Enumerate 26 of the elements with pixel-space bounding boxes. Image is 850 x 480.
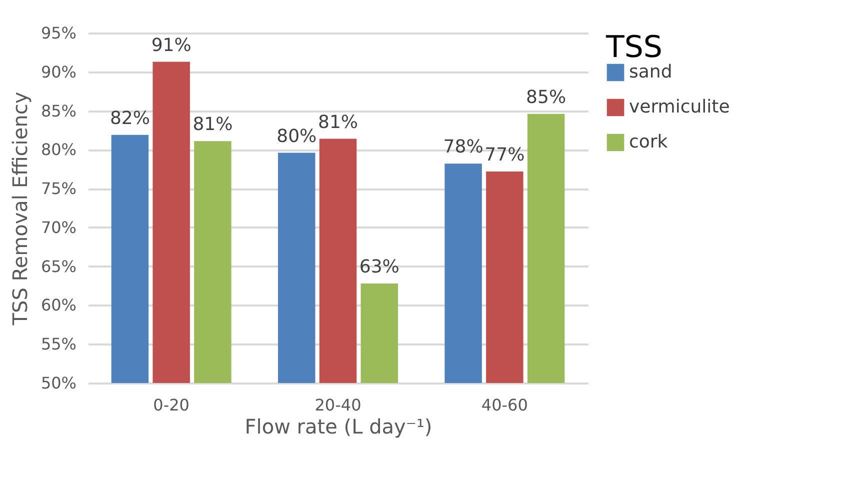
x-tick-label: 40-60 [481, 396, 528, 414]
x-axis-title: Flow rate (L day⁻¹) [244, 414, 432, 438]
y-tick-label: 95% [40, 24, 76, 42]
x-tick-label: 20-40 [314, 396, 362, 414]
x-tick-label: 0-20 [153, 396, 190, 414]
legend-label: cork [629, 132, 668, 152]
y-tick-label: 85% [40, 101, 76, 120]
y-tick-label: 75% [40, 179, 76, 198]
data-label: 77% [484, 144, 525, 166]
y-tick-label: 80% [40, 140, 76, 160]
data-label: 91% [151, 34, 192, 56]
y-tick-label: 50% [40, 374, 76, 392]
y-axis-title: TSS Removal Efficiency [8, 92, 32, 326]
data-label: 63% [359, 256, 400, 278]
y-tick-label: 55% [40, 334, 76, 354]
y-tick-label: 65% [40, 256, 76, 276]
y-tick-label: 70% [40, 218, 76, 237]
data-label: 80% [276, 126, 317, 147]
legend-label: vermiculite [629, 96, 730, 118]
y-tick-label: 90% [40, 62, 76, 82]
data-label: 81% [318, 112, 358, 133]
data-label: 85% [526, 86, 566, 108]
data-label: 81% [192, 114, 233, 136]
data-label: 78% [443, 136, 484, 158]
y-tick-label: 60% [40, 296, 76, 315]
data-label: 82% [110, 108, 150, 129]
